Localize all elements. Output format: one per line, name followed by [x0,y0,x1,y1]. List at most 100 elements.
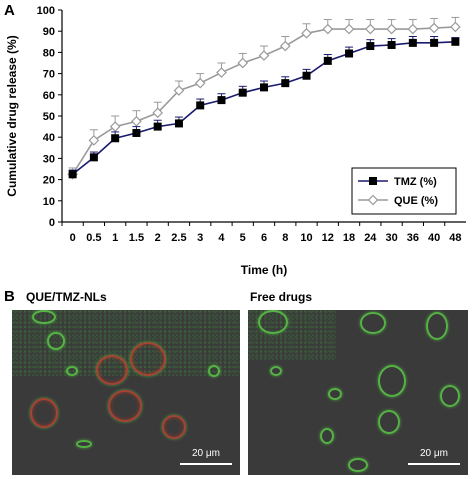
cell [258,310,288,334]
data-point [366,42,375,51]
data-point [68,170,77,179]
scale-bar: 20 μm [180,448,232,468]
data-point [301,27,312,39]
x-tick-label: 1 [112,232,118,244]
data-point [88,135,100,146]
legend-label: TMZ (%) [394,176,437,188]
cell [130,342,166,376]
x-tick-label: 2 [155,232,161,244]
y-tick-label: 90 [43,26,55,38]
legend-marker [369,177,377,185]
data-point [237,57,249,69]
cell [270,366,282,376]
x-tick-label: 12 [322,232,334,244]
data-point [260,83,268,92]
legend-marker [367,194,379,206]
x-tick-label: 8 [282,232,288,244]
x-tick-label: 2.5 [171,232,186,244]
x-tick-label: 3 [197,232,203,244]
y-tick-label: 70 [43,69,55,81]
x-tick-label: 5 [240,232,246,244]
cell [440,385,460,407]
panel-b-label: B [4,288,15,305]
x-axis-title: Time (h) [241,263,287,277]
x-tick-label: 10 [300,232,312,244]
cell [30,398,58,428]
scale-bar-line [408,463,460,465]
cell [348,458,368,472]
cell [378,365,406,397]
data-point [387,40,396,49]
cell [162,415,186,439]
data-point [216,67,227,78]
data-point [343,23,355,35]
cell [47,332,65,350]
micrograph-nanoliposomes: 20 μm [12,310,240,475]
x-tick-label: 36 [407,232,419,244]
data-point [386,23,397,35]
data-point [152,107,164,119]
data-point [153,122,162,131]
data-point [345,49,354,58]
data-point [194,77,206,89]
data-point [428,22,440,34]
cell [66,366,78,376]
data-point [323,56,332,65]
data-point [408,38,417,47]
data-point [132,128,141,137]
scale-bar: 20 μm [408,448,460,468]
y-tick-label: 60 [43,90,55,102]
cell [208,365,220,377]
cell [378,410,400,434]
micrograph-title-nl: QUE/TMZ-NLs [26,290,107,304]
x-tick-label: 4 [218,232,225,244]
data-point [109,121,121,132]
y-tick-label: 100 [37,5,55,17]
data-point [174,119,183,128]
x-tick-label: 1.5 [129,232,144,244]
cell [320,428,334,444]
cell [76,440,92,448]
y-tick-label: 30 [43,153,55,165]
micrograph-title-free: Free drugs [250,290,313,304]
data-point [451,37,460,46]
data-point [281,79,290,88]
data-point [279,40,291,52]
cell [426,312,448,340]
data-point [196,101,205,110]
series-line [72,41,456,175]
cell [328,388,342,400]
y-axis-title: Cumulative drug release (%) [5,35,19,196]
micrograph-free-drugs: 20 μm [248,310,468,475]
x-tick-label: 0.5 [86,232,101,244]
y-tick-label: 0 [49,217,55,229]
x-tick-label: 6 [261,232,267,244]
panel-a-label: A [4,2,15,19]
data-point [238,88,247,97]
data-point [173,85,185,96]
x-tick-label: 0 [70,232,76,244]
data-point [430,38,439,47]
x-tick-label: 40 [428,232,440,244]
data-point [217,96,226,105]
legend-label: QUE (%) [394,195,438,207]
data-point [364,23,376,35]
x-tick-label: 18 [343,232,355,244]
y-tick-label: 10 [43,196,55,208]
data-point [131,115,142,127]
data-point [111,134,120,143]
data-point [407,23,419,35]
y-tick-label: 80 [43,47,55,59]
x-tick-label: 30 [385,232,397,244]
y-tick-label: 20 [43,175,55,187]
data-point [302,71,311,80]
cell [360,312,386,334]
data-point [258,50,270,61]
legend-box [351,167,457,215]
cell [96,355,128,385]
scale-bar-line [180,463,232,465]
y-tick-label: 50 [43,111,55,123]
data-point [322,23,334,35]
scale-bar-label: 20 μm [192,448,220,459]
